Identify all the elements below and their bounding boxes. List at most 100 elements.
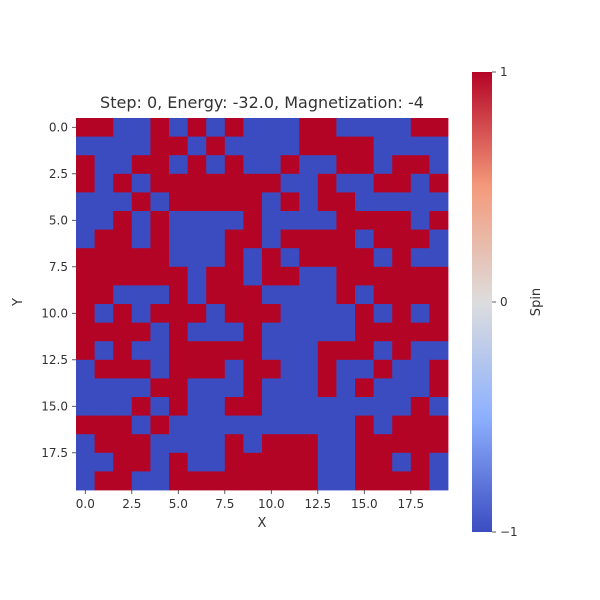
heatmap-cell [224, 322, 244, 342]
heatmap-cell [373, 136, 393, 156]
heatmap-cell [429, 229, 449, 249]
heatmap-cell [150, 397, 170, 416]
x-tick-label: 0.0 [76, 497, 95, 511]
heatmap-cell [280, 359, 300, 379]
heatmap-cell [280, 192, 300, 212]
heatmap-cell [410, 397, 430, 416]
heatmap-cell [299, 136, 319, 156]
heatmap-cell [76, 359, 95, 379]
heatmap-cell [150, 471, 170, 491]
heatmap-cell [355, 341, 374, 361]
heatmap-cell [280, 118, 300, 137]
heatmap-cell [299, 434, 319, 454]
heatmap-cell [262, 434, 281, 454]
y-tick-label: 2.5 [49, 167, 68, 181]
heatmap-cell [336, 341, 356, 361]
heatmap-cell [317, 285, 337, 305]
heatmap-cell [113, 266, 133, 286]
x-axis-label: X [258, 516, 267, 531]
heatmap-cell [410, 211, 430, 230]
heatmap-cell [336, 322, 356, 342]
heatmap-cell [94, 266, 114, 286]
heatmap-cell [336, 434, 356, 454]
heatmap-cell [373, 211, 393, 230]
heatmap-cell [224, 341, 244, 361]
heatmap-cell [206, 155, 226, 175]
heatmap-cell [187, 471, 207, 491]
heatmap-cell [280, 397, 300, 416]
heatmap-cell [392, 118, 412, 137]
heatmap-cell [299, 118, 319, 137]
heatmap-cell [299, 397, 319, 416]
heatmap-cell [280, 304, 300, 323]
y-tick-label: 10.0 [41, 306, 68, 320]
heatmap-cell [355, 397, 374, 416]
heatmap-cell [355, 322, 374, 342]
heatmap-cell [243, 118, 263, 137]
heatmap-cell [355, 155, 374, 175]
heatmap-cell [243, 229, 263, 249]
heatmap-cell [187, 378, 207, 398]
heatmap-cell [150, 341, 170, 361]
heatmap-cell [169, 452, 188, 472]
heatmap-cell [187, 118, 207, 137]
heatmap-cell [355, 359, 374, 379]
heatmap-cell [169, 415, 188, 435]
heatmap-cell [392, 378, 412, 398]
heatmap-cell [206, 471, 226, 491]
heatmap-cell [429, 471, 449, 491]
heatmap-cell [392, 192, 412, 212]
heatmap-cell [336, 173, 356, 193]
heatmap-cell [94, 136, 114, 156]
heatmap-cell [76, 415, 95, 435]
heatmap-cell [410, 155, 430, 175]
y-tick-label: 17.5 [41, 446, 68, 460]
heatmap-cell [373, 471, 393, 491]
y-tick-label: 0.0 [49, 120, 68, 134]
heatmap-cell [429, 304, 449, 323]
heatmap-cell [429, 285, 449, 305]
heatmap-cell [317, 452, 337, 472]
heatmap-cell [131, 118, 151, 137]
heatmap-cell [392, 397, 412, 416]
heatmap-cell [206, 285, 226, 305]
heatmap-cell [113, 229, 133, 249]
heatmap-cell [113, 397, 133, 416]
heatmap-cell [150, 266, 170, 286]
heatmap-cell [336, 415, 356, 435]
colorbar-tick-label: −1 [500, 525, 518, 539]
heatmap-cell [410, 322, 430, 342]
heatmap-cell [169, 341, 188, 361]
heatmap-cell [150, 415, 170, 435]
heatmap-cell [429, 397, 449, 416]
heatmap-cell [187, 434, 207, 454]
heatmap-cell [150, 434, 170, 454]
heatmap-cell [206, 322, 226, 342]
heatmap-cell [187, 304, 207, 323]
heatmap-cell [317, 118, 337, 137]
heatmap-cell [243, 415, 263, 435]
heatmap-cell [336, 471, 356, 491]
heatmap-cell [317, 192, 337, 212]
heatmap-cell [317, 155, 337, 175]
heatmap-cell [187, 452, 207, 472]
heatmap-cell [280, 322, 300, 342]
heatmap-cell [262, 155, 281, 175]
x-tick-label: 7.5 [215, 497, 234, 511]
heatmap-cell [113, 155, 133, 175]
heatmap-cell [392, 229, 412, 249]
heatmap-cell [169, 155, 188, 175]
heatmap-cell [299, 471, 319, 491]
heatmap-cell [206, 452, 226, 472]
heatmap-cell [429, 452, 449, 472]
heatmap-cell [150, 229, 170, 249]
heatmap-cell [336, 266, 356, 286]
heatmap-cell [392, 304, 412, 323]
heatmap-cell [94, 173, 114, 193]
heatmap-cell [262, 173, 281, 193]
heatmap-cell [243, 434, 263, 454]
heatmap-cell [299, 248, 319, 268]
heatmap-cell [206, 266, 226, 286]
heatmap-cell [336, 155, 356, 175]
